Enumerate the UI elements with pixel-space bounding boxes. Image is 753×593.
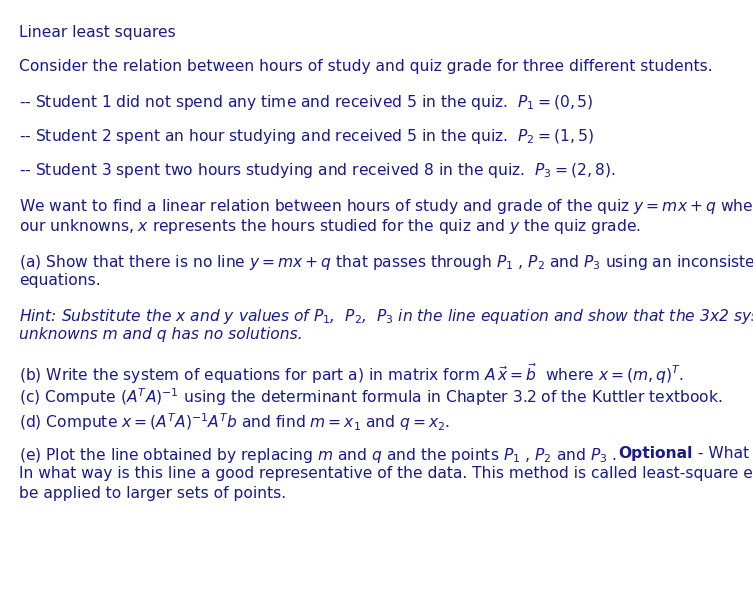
Text: (b) Write the system of equations for part a) in matrix form $A\,\vec{x} = \vec{: (b) Write the system of equations for pa… <box>19 362 684 386</box>
Text: Consider the relation between hours of study and quiz grade for three different : Consider the relation between hours of s… <box>19 59 712 74</box>
Text: (e) Plot the line obtained by replacing $m$ and $q$ and the points $P_1$ , $P_2$: (e) Plot the line obtained by replacing … <box>19 446 619 465</box>
Text: be applied to larger sets of points.: be applied to larger sets of points. <box>19 486 286 501</box>
Text: - What do you observe?: - What do you observe? <box>693 446 753 461</box>
Text: (c) Compute $(A^T A)^{-1}$ using the determinant formula in Chapter 3.2 of the K: (c) Compute $(A^T A)^{-1}$ using the det… <box>19 387 722 409</box>
Text: We want to find a linear relation between hours of study and grade of the quiz $: We want to find a linear relation betwee… <box>19 197 753 216</box>
Text: -- Student 3 spent two hours studying and received 8 in the quiz.  $P_3 = (2, 8): -- Student 3 spent two hours studying an… <box>19 161 615 180</box>
Text: Optional: Optional <box>619 446 693 461</box>
Text: (d) Compute $x = (A^T A)^{-1} A^T b$ and find $m = x_1$ and $q = x_2$.: (d) Compute $x = (A^T A)^{-1} A^T b$ and… <box>19 412 450 433</box>
Text: unknowns m and q has no solutions.: unknowns m and q has no solutions. <box>19 327 303 342</box>
Text: (a) Show that there is no line $y = mx + q$ that passes through $P_1$ , $P_2$ an: (a) Show that there is no line $y = mx +… <box>19 253 753 272</box>
Text: -- Student 1 did not spend any time and received 5 in the quiz.  $P_1 = (0, 5)$: -- Student 1 did not spend any time and … <box>19 93 593 112</box>
Text: our unknowns, $x$ represents the hours studied for the quiz and $y$ the quiz gra: our unknowns, $x$ represents the hours s… <box>19 217 641 236</box>
Text: equations.: equations. <box>19 273 100 288</box>
Text: -- Student 2 spent an hour studying and received 5 in the quiz.  $P_2 = (1, 5)$: -- Student 2 spent an hour studying and … <box>19 127 593 146</box>
Text: In what way is this line a good representative of the data. This method is calle: In what way is this line a good represen… <box>19 466 753 481</box>
Text: Linear least squares: Linear least squares <box>19 25 175 40</box>
Text: Hint: Substitute the x and y values of $P_1$,  $P_2$,  $P_3$ in the line equatio: Hint: Substitute the x and y values of $… <box>19 307 753 326</box>
